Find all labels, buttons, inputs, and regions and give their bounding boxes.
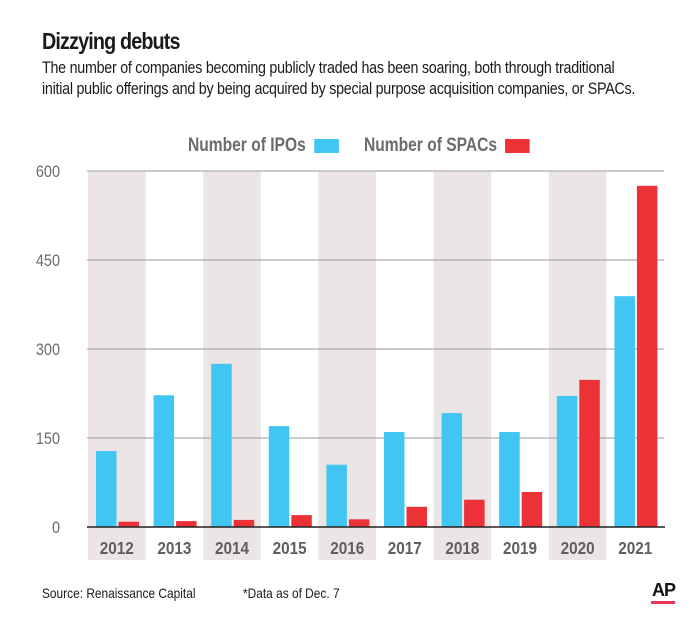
legend-item-ipos: Number of IPOs: [188, 135, 339, 157]
bar-ipos: [268, 426, 290, 527]
bar-ipos: [326, 464, 347, 527]
bar-ipos: [441, 413, 463, 527]
x-tick-label: 2021: [618, 538, 652, 558]
chart-subtitle: The number of companies becoming publicl…: [42, 57, 664, 99]
x-tick-label: 2016: [330, 538, 364, 558]
bar-ipos: [556, 395, 578, 527]
bar-ipos: [384, 432, 405, 527]
bar-spacs: [118, 521, 139, 527]
legend-label-spacs: Number of SPACs: [363, 135, 497, 156]
bar-ipos: [96, 451, 117, 527]
y-tick-label: 0: [52, 519, 60, 537]
bar-spacs: [176, 521, 197, 527]
x-tick-label: 2018: [445, 538, 479, 558]
bar-spacs: [291, 515, 312, 527]
bar-spacs: [233, 519, 255, 527]
x-tick-label: 2015: [273, 538, 307, 558]
bar-ipos: [614, 296, 635, 527]
bars: [96, 185, 658, 528]
ap-logo-underline: [651, 601, 675, 604]
legend-swatch-ipos: [313, 139, 339, 153]
legend-swatch-spacs: [504, 139, 530, 153]
bar-spacs: [636, 185, 658, 528]
x-axis-ticks: 2012 2013 2014 2015 2016 2017 2018 2019 2020 2021: [100, 538, 652, 558]
y-tick-label: 600: [36, 163, 60, 181]
ap-logo: AP: [652, 580, 676, 600]
y-tick-label: 150: [36, 430, 60, 448]
bar-spacs: [521, 491, 543, 527]
x-tick-label: 2012: [100, 538, 134, 558]
bar-ipos: [153, 395, 175, 527]
y-axis-ticks: 0 150 300 450 600: [36, 163, 60, 537]
x-tick-label: 2013: [157, 538, 191, 558]
subtitle-line-1: The number of companies becoming publicl…: [42, 58, 615, 77]
legend: Number of IPOs Number of SPACs: [188, 133, 566, 159]
x-tick-label: 2017: [388, 538, 422, 558]
bar-spacs: [406, 506, 427, 527]
y-tick-label: 450: [36, 252, 60, 270]
legend-label-ipos: Number of IPOs: [188, 135, 306, 156]
data-date-note: *Data as of Dec. 7: [243, 585, 340, 601]
source-note: Source: Renaissance Capital: [42, 585, 196, 601]
x-tick-label: 2020: [561, 538, 595, 558]
x-tick-label: 2014: [215, 538, 250, 558]
bar-spacs: [464, 499, 485, 527]
bar-spacs: [348, 519, 370, 527]
bar-ipos: [211, 363, 232, 527]
chart-title: Dizzying debuts: [42, 28, 181, 54]
legend-item-spacs: Number of SPACs: [364, 135, 530, 157]
x-tick-label: 2019: [503, 538, 537, 558]
y-tick-label: 300: [36, 341, 60, 359]
bar-spacs: [579, 379, 600, 527]
bar-ipos: [499, 432, 520, 527]
subtitle-line-2: initial public offerings and by being ac…: [42, 79, 636, 98]
